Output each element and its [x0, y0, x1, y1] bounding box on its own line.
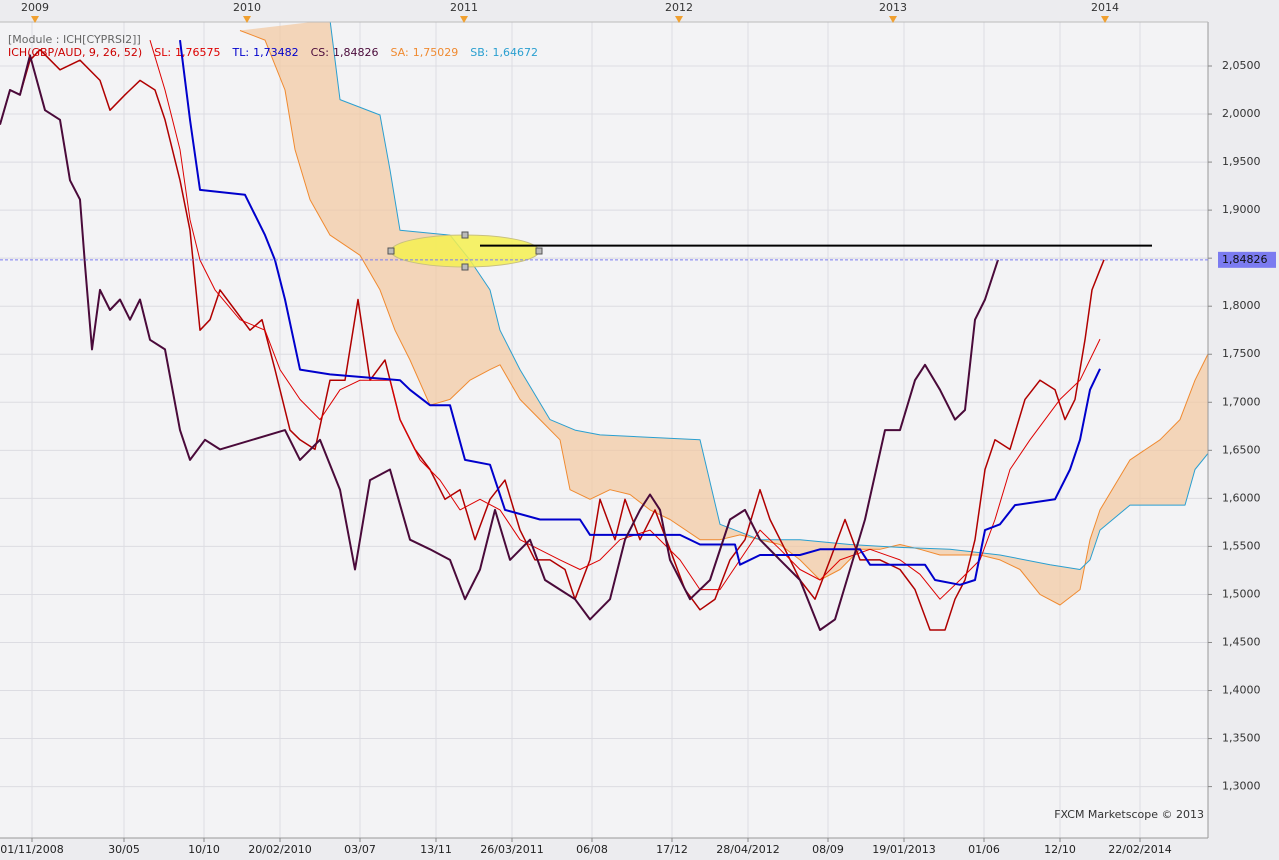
price-line: [0, 48, 1105, 631]
x-tick-label: 12/10: [1044, 843, 1076, 856]
y-tick-label: 1,9000: [1222, 203, 1261, 216]
year-marker: [243, 16, 251, 23]
y-tick-label: 1,8000: [1222, 299, 1261, 312]
indicator-line: [179, 39, 1101, 586]
indicator-label: ICH(GBP/AUD, 9, 26, 52): [8, 46, 142, 59]
legend-name: SB:: [470, 46, 488, 59]
legend-entry: CS: 1,84826: [311, 46, 379, 59]
year-marker: [675, 16, 683, 23]
x-tick-label: 06/08: [576, 843, 608, 856]
watermark: FXCM Marketscope © 2013: [1054, 808, 1204, 821]
year-marker: [460, 16, 468, 23]
y-tick-label: 1,7000: [1222, 395, 1261, 408]
legend-name: SL:: [154, 46, 171, 59]
y-tick-label: 1,3500: [1222, 732, 1261, 745]
x-tick-label: 03/07: [344, 843, 376, 856]
current-price-label: 1,84826: [1222, 253, 1268, 266]
indicator-line: [0, 54, 999, 631]
legend-value: 1,76575: [175, 46, 221, 59]
year-label: 2010: [233, 1, 261, 14]
year-marker: [1101, 16, 1109, 23]
year-label: 2012: [665, 1, 693, 14]
x-tick-label: 30/05: [108, 843, 140, 856]
legend-name: SA:: [390, 46, 408, 59]
y-tick-label: 1,5000: [1222, 587, 1261, 600]
legend-entry: TL: 1,73482: [232, 46, 299, 59]
bottom-axis-bar: [0, 838, 1279, 860]
legend-name: TL:: [232, 46, 250, 59]
indicator-line: [239, 30, 1208, 606]
x-tick-label: 08/09: [812, 843, 844, 856]
year-marker: [31, 16, 39, 23]
y-tick-label: 1,6500: [1222, 443, 1261, 456]
legend-name: CS:: [311, 46, 329, 59]
right-axis-panel: [1208, 0, 1279, 860]
year-label: 2013: [879, 1, 907, 14]
legend-entry: SA: 1,75029: [390, 46, 458, 59]
ellipse-handle: [535, 247, 543, 255]
module-label: [Module : ICH[CYPRSI2]]: [8, 33, 141, 46]
x-tick-label: 01/06: [968, 843, 1000, 856]
x-tick-label: 26/03/2011: [480, 843, 543, 856]
y-tick-label: 1,3000: [1222, 780, 1261, 793]
x-tick-label: 17/12: [656, 843, 688, 856]
top-axis-bar: [0, 0, 1208, 22]
x-tick-label: 10/10: [188, 843, 220, 856]
overlay: [0, 244, 1208, 261]
x-tick-label: 22/02/2014: [1108, 843, 1171, 856]
ellipse-handle: [461, 263, 469, 271]
x-tick-label: 19/01/2013: [872, 843, 935, 856]
y-tick-label: 1,4500: [1222, 635, 1261, 648]
indicator-line: [149, 39, 1101, 600]
x-tick-label: 28/04/2012: [716, 843, 779, 856]
x-tick-label: 01/11/2008: [0, 843, 63, 856]
legend-value: 1,75029: [413, 46, 459, 59]
ellipse-handle: [461, 231, 469, 239]
ellipse-handle: [387, 247, 395, 255]
y-tick-label: 1,6000: [1222, 491, 1261, 504]
legend-value: 1,64672: [492, 46, 538, 59]
y-tick-label: 1,9500: [1222, 155, 1261, 168]
legend-entry: SB: 1,64672: [470, 46, 538, 59]
y-tick-label: 1,4000: [1222, 684, 1261, 697]
x-tick-label: 13/11: [420, 843, 452, 856]
y-tick-label: 1,7500: [1222, 347, 1261, 360]
year-label: 2009: [21, 1, 49, 14]
year-label: 2014: [1091, 1, 1119, 14]
indicator-line: [329, 22, 1208, 570]
year-label: 2011: [450, 1, 478, 14]
y-tick-label: 1,5500: [1222, 539, 1261, 552]
year-marker: [889, 16, 897, 23]
ichimoku-cloud: [240, 22, 1208, 605]
legend-entry: SL: 1,76575: [154, 46, 220, 59]
grid: [0, 22, 1208, 838]
y-tick-label: 2,0000: [1222, 107, 1261, 120]
highlight-ellipse: [390, 234, 540, 268]
legend-value: 1,73482: [253, 46, 299, 59]
legend-value: 1,84826: [333, 46, 379, 59]
x-tick-label: 20/02/2010: [248, 843, 311, 856]
current-price-box: [1218, 251, 1276, 268]
y-tick-label: 2,0500: [1222, 59, 1261, 72]
plot-area: [0, 22, 1208, 631]
